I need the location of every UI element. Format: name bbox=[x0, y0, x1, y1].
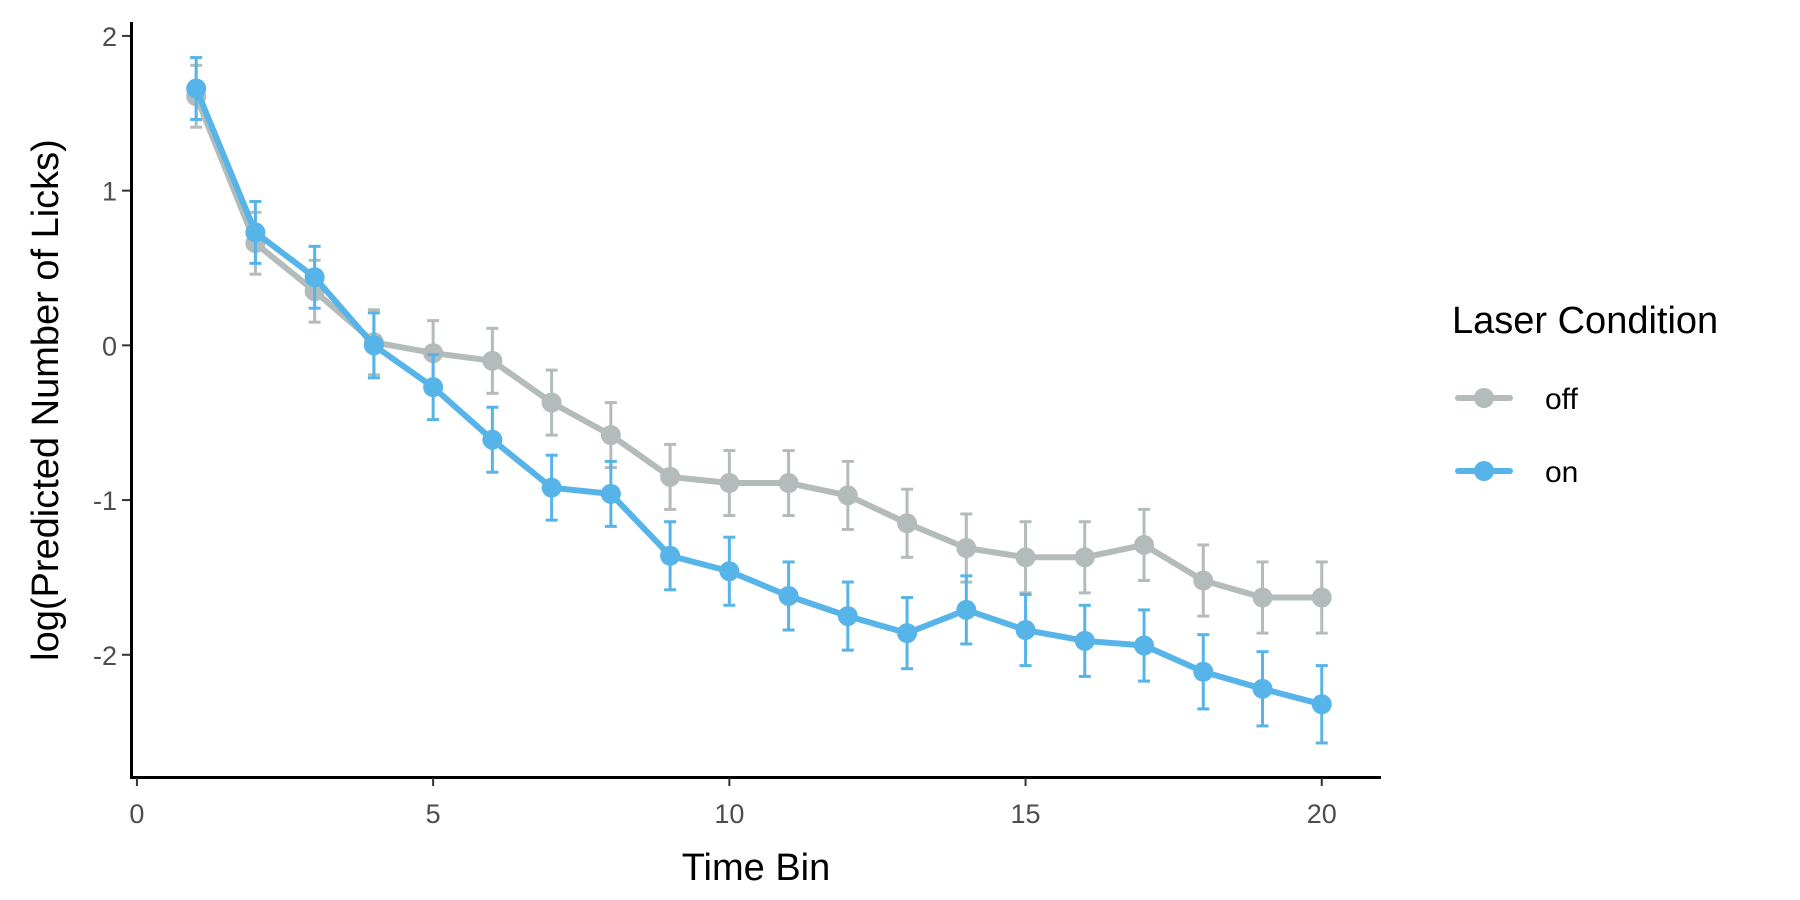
data-point bbox=[719, 561, 740, 582]
data-point bbox=[719, 473, 740, 494]
legend-key-point bbox=[1474, 461, 1494, 481]
data-point bbox=[423, 343, 444, 364]
data-point bbox=[186, 78, 207, 99]
series-layer bbox=[186, 56, 1332, 745]
data-point bbox=[1015, 620, 1036, 641]
data-point bbox=[1311, 587, 1332, 608]
x-axis-title: Time Bin bbox=[682, 847, 831, 889]
x-tick-label: 0 bbox=[129, 799, 144, 829]
legend-title: Laser Condition bbox=[1452, 300, 1718, 342]
data-point bbox=[778, 585, 799, 606]
data-point bbox=[1134, 635, 1155, 656]
x-tick-label: 15 bbox=[1011, 799, 1041, 829]
y-tick-label: -2 bbox=[93, 641, 117, 671]
data-point bbox=[1311, 694, 1332, 715]
data-point bbox=[956, 599, 977, 620]
series-on bbox=[186, 56, 1332, 745]
x-tick-label: 20 bbox=[1307, 799, 1337, 829]
data-point bbox=[897, 623, 918, 644]
y-axis-ticks: -2 -1 0 1 2 bbox=[93, 22, 130, 671]
data-point bbox=[541, 392, 562, 413]
data-point bbox=[1134, 534, 1155, 555]
data-point bbox=[897, 513, 918, 534]
data-point bbox=[1074, 630, 1095, 651]
legend-label: off bbox=[1545, 383, 1578, 416]
data-point bbox=[423, 377, 444, 398]
data-point bbox=[1252, 678, 1273, 699]
data-point bbox=[660, 466, 681, 487]
data-point bbox=[1193, 570, 1214, 591]
y-axis-title: log(Predicted Number of Licks) bbox=[25, 139, 67, 661]
data-point bbox=[837, 606, 858, 627]
legend: Laser Condition off on bbox=[1452, 300, 1718, 489]
y-tick-label: 2 bbox=[102, 22, 117, 52]
legend-label: on bbox=[1545, 456, 1578, 489]
data-point bbox=[1252, 587, 1273, 608]
data-point bbox=[245, 222, 266, 243]
data-point bbox=[1193, 661, 1214, 682]
data-point bbox=[1074, 547, 1095, 568]
y-tick-label: 1 bbox=[102, 177, 117, 207]
data-point bbox=[304, 267, 325, 288]
series-line bbox=[193, 85, 1325, 708]
data-point bbox=[482, 429, 503, 450]
data-point bbox=[956, 538, 977, 559]
data-point bbox=[541, 477, 562, 498]
data-point bbox=[1015, 547, 1036, 568]
data-point bbox=[778, 473, 799, 494]
data-point bbox=[363, 335, 384, 356]
y-tick-label: -1 bbox=[93, 486, 117, 516]
x-tick-label: 10 bbox=[714, 799, 744, 829]
data-point bbox=[482, 350, 503, 371]
series-off bbox=[186, 63, 1332, 635]
data-point bbox=[837, 485, 858, 506]
data-point bbox=[660, 545, 681, 566]
y-tick-label: 0 bbox=[102, 331, 117, 361]
x-axis-ticks: 0 5 10 15 20 bbox=[129, 778, 1337, 829]
x-tick-label: 5 bbox=[426, 799, 441, 829]
data-point bbox=[600, 483, 621, 504]
legend-key-point bbox=[1474, 388, 1494, 408]
data-point bbox=[600, 425, 621, 446]
